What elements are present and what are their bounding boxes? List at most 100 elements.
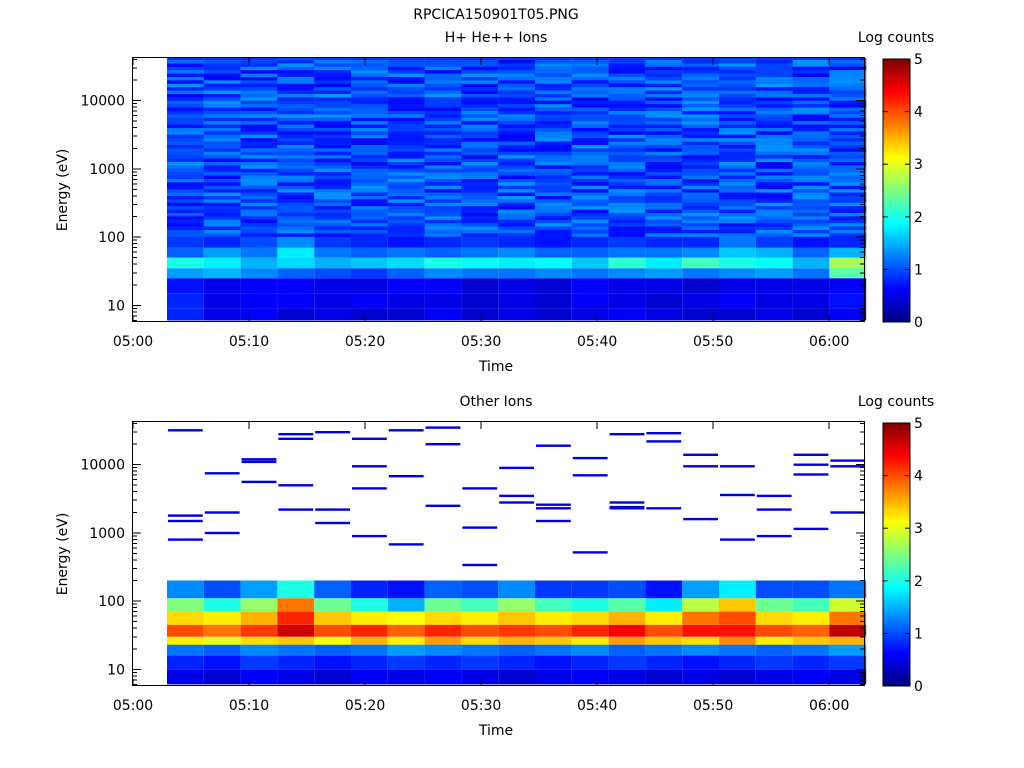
- heatmap-texture-cell: [535, 165, 572, 169]
- high-energy-trace: [425, 504, 461, 507]
- heatmap-texture-cell: [571, 206, 609, 210]
- heatmap-texture-cell: [535, 66, 572, 71]
- heatmap-texture-cell: [829, 80, 867, 84]
- heatmap-texture-cell: [424, 90, 462, 94]
- heatmap-texture-cell: [277, 148, 315, 152]
- heatmap-texture-cell: [351, 196, 388, 200]
- heatmap-cell: [645, 598, 683, 612]
- heatmap-texture-cell: [792, 134, 830, 139]
- heatmap-cell: [498, 268, 535, 279]
- heatmap-texture-cell: [608, 128, 646, 132]
- heatmap-cell: [461, 293, 499, 309]
- heatmap-cell: [203, 636, 241, 645]
- heatmap-cell: [719, 644, 756, 656]
- heatmap-texture-cell: [167, 192, 204, 196]
- heatmap-texture-cell: [277, 179, 315, 183]
- heatmap-texture-cell: [571, 90, 609, 94]
- heatmap-cell: [571, 268, 609, 279]
- heatmap-cell: [535, 636, 572, 645]
- heatmap-texture-cell: [535, 209, 572, 213]
- heatmap-texture-cell: [424, 230, 462, 234]
- heatmap-texture-cell: [314, 192, 351, 196]
- heatmap-texture-cell: [498, 145, 535, 149]
- heatmap-texture-cell: [351, 206, 388, 210]
- heatmap-cell: [682, 644, 719, 656]
- high-energy-trace: [646, 432, 682, 435]
- heatmap-cell: [387, 636, 425, 645]
- heatmap-texture-cell: [277, 209, 315, 213]
- heatmap-texture-cell: [682, 172, 719, 176]
- heatmap-texture-cell: [719, 172, 756, 176]
- heatmap-cell: [829, 598, 867, 612]
- heatmap-texture-cell: [719, 134, 756, 139]
- heatmap-texture-cell: [424, 100, 462, 105]
- heatmap-texture-cell: [203, 155, 241, 159]
- heatmap-texture-cell: [829, 70, 867, 74]
- heatmap-texture-cell: [351, 134, 388, 139]
- heatmap-texture-cell: [682, 213, 719, 217]
- heatmap-texture-cell: [792, 206, 830, 210]
- heatmap-texture-cell: [240, 70, 278, 74]
- heatmap-texture-cell: [829, 175, 867, 179]
- heatmap-texture-cell: [424, 70, 462, 74]
- heatmap-texture-cell: [829, 145, 867, 149]
- heatmap-texture-cell: [829, 216, 867, 220]
- heatmap-cell: [719, 257, 756, 269]
- heatmap-texture-cell: [351, 77, 388, 81]
- heatmap-texture-cell: [755, 223, 793, 227]
- heatmap-texture-cell: [829, 121, 867, 125]
- heatmap-texture-cell: [682, 128, 719, 132]
- heatmap-texture-cell: [682, 97, 719, 101]
- heatmap-texture-cell: [314, 77, 351, 81]
- heatmap-texture-cell: [498, 134, 535, 139]
- heatmap-cell: [387, 247, 425, 258]
- heatmap-texture-cell: [719, 87, 756, 91]
- heatmap-texture-cell: [792, 179, 830, 183]
- heatmap-texture-cell: [240, 145, 278, 149]
- heatmap-texture-cell: [277, 73, 315, 77]
- heatmap-texture-cell: [829, 87, 867, 91]
- heatmap-cell: [755, 624, 793, 637]
- heatmap-texture-cell: [424, 155, 462, 159]
- heatmap-texture-cell: [240, 162, 278, 166]
- heatmap-texture-cell: [498, 185, 535, 190]
- heatmap-texture-cell: [645, 121, 683, 125]
- heatmap-cell: [719, 636, 756, 645]
- heatmap-texture-cell: [645, 138, 683, 142]
- heatmap-texture-cell: [645, 162, 683, 166]
- heatmap-texture-cell: [277, 216, 315, 220]
- heatmap-texture-cell: [608, 77, 646, 81]
- heatmap-cell: [424, 293, 462, 309]
- heatmap-texture-cell: [535, 151, 572, 156]
- heatmap-texture-cell: [167, 107, 204, 111]
- heatmap-cell: [424, 598, 462, 612]
- y-tick-label: 10: [107, 662, 125, 678]
- heatmap-texture-cell: [719, 124, 756, 128]
- heatmap-texture-cell: [645, 158, 683, 162]
- heatmap-cell: [608, 598, 646, 612]
- heatmap-cell: [829, 655, 867, 670]
- heatmap-texture-cell: [682, 155, 719, 159]
- heatmap-texture-cell: [498, 121, 535, 125]
- heatmap-texture-cell: [498, 60, 535, 64]
- heatmap-texture-cell: [240, 202, 278, 207]
- heatmap-texture-cell: [498, 83, 535, 88]
- panel-1-colorbar: [882, 58, 911, 323]
- heatmap-texture-cell: [645, 124, 683, 128]
- heatmap-texture-cell: [387, 202, 425, 207]
- heatmap-texture-cell: [461, 196, 499, 200]
- heatmap-texture-cell: [535, 192, 572, 196]
- heatmap-texture-cell: [461, 111, 499, 115]
- heatmap-texture-cell: [387, 124, 425, 128]
- heatmap-texture-cell: [608, 182, 646, 186]
- heatmap-texture-cell: [314, 63, 351, 67]
- heatmap-cell: [571, 644, 609, 656]
- heatmap-texture-cell: [608, 97, 646, 101]
- heatmap-texture-cell: [240, 175, 278, 179]
- heatmap-texture-cell: [167, 100, 204, 105]
- panel-1-heatmap: [167, 58, 867, 321]
- heatmap-texture-cell: [645, 60, 683, 64]
- heatmap-texture-cell: [240, 73, 278, 77]
- heatmap-cell: [314, 293, 351, 309]
- x-tick-label: 05:20: [345, 698, 385, 714]
